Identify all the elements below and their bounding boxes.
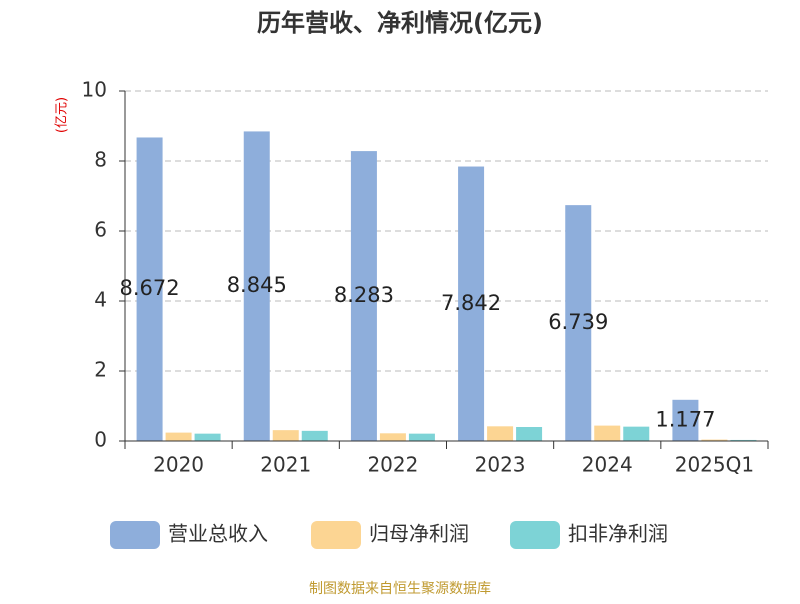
source-note: 制图数据来自恒生聚源数据库 — [309, 581, 491, 597]
bar — [565, 205, 592, 441]
y-tick-label: 2 — [94, 358, 107, 382]
data-label: 6.739 — [548, 310, 608, 334]
data-label: 7.842 — [441, 291, 501, 315]
legend-label: 扣非净利润 — [568, 522, 668, 546]
bar — [350, 151, 377, 441]
y-tick-label: 8 — [94, 148, 107, 172]
bar — [701, 439, 728, 441]
legend-label: 归母净利润 — [369, 522, 469, 546]
bar — [301, 430, 328, 441]
data-label: 8.283 — [334, 283, 394, 307]
x-tick-label: 2024 — [582, 453, 633, 477]
data-label: 8.672 — [120, 276, 180, 300]
bar — [379, 433, 406, 441]
data-label: 1.177 — [655, 407, 715, 431]
data-label: 8.845 — [227, 273, 287, 297]
bar — [243, 131, 270, 442]
y-tick-label: 0 — [94, 428, 107, 452]
bar — [165, 432, 192, 441]
legend-label: 营业总收入 — [168, 522, 268, 546]
x-tick-label: 2020 — [153, 453, 204, 477]
bar — [194, 433, 221, 441]
legend-swatch — [110, 521, 160, 549]
bar — [272, 430, 299, 441]
x-tick-label: 2025Q1 — [675, 453, 754, 477]
x-tick-label: 2021 — [260, 453, 311, 477]
bar — [487, 426, 514, 441]
bar — [408, 433, 435, 441]
bar — [672, 399, 699, 441]
y-tick-label: 6 — [94, 218, 107, 242]
x-tick-label: 2022 — [367, 453, 418, 477]
bar — [458, 166, 485, 441]
chart-title: 历年营收、净利情况(亿元) — [257, 9, 543, 37]
x-tick-label: 2023 — [475, 453, 526, 477]
legend-swatch — [510, 521, 560, 549]
y-tick-label: 4 — [94, 288, 107, 312]
bar — [594, 425, 621, 441]
y-tick-label: 10 — [82, 78, 107, 102]
bar — [516, 427, 543, 441]
bar — [623, 426, 650, 441]
y-axis-label: (亿元) — [55, 97, 70, 133]
legend-swatch — [311, 521, 361, 549]
bar — [136, 137, 163, 442]
bar — [730, 439, 757, 441]
